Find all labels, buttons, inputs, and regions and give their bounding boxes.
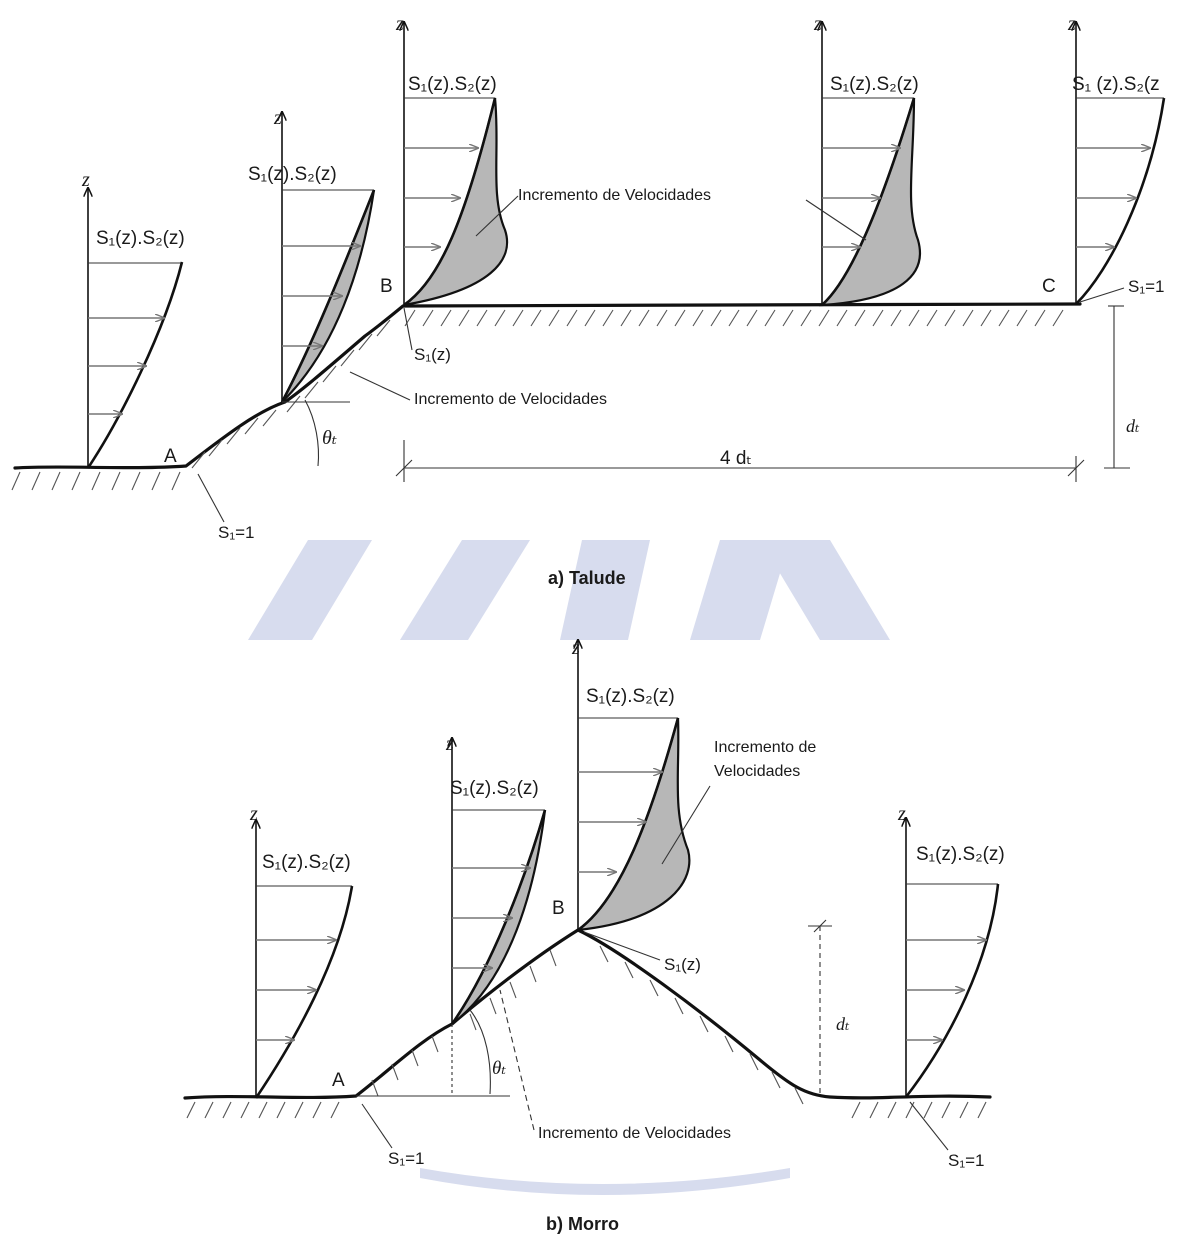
- watermark-logo: [248, 540, 890, 1195]
- profile-label: S₁(z).S₂(z): [916, 844, 1005, 865]
- profile-label: S₁(z).S₂(z): [96, 228, 185, 249]
- profile-label: S₁(z).S₂(z): [830, 74, 919, 95]
- velocity-increment-label-2: Velocidades: [714, 763, 800, 780]
- point-b-label: B: [552, 898, 565, 919]
- s1-equal-one-right: S₁=1: [948, 1151, 984, 1170]
- point-a-label: A: [332, 1070, 345, 1091]
- velocity-profile-a2: z S₁(z).S₂(z): [248, 107, 376, 403]
- velocity-increment-label-1: Incremento de: [714, 739, 816, 756]
- caption-a: a) Talude: [548, 568, 626, 588]
- z-axis-label: z: [395, 13, 404, 35]
- point-c-label: C: [1042, 276, 1056, 297]
- s1-equal-one-c: S₁=1: [1128, 277, 1164, 296]
- s1-equal-one-a: S₁=1: [388, 1149, 424, 1168]
- height-label: dₜ: [1126, 416, 1140, 436]
- section-b-morro: z S₁(z).S₂(z) z S₁(z).S₂(z) z: [183, 637, 1005, 1234]
- profile-label: S₁(z).S₂(z): [262, 852, 351, 873]
- z-axis-label: z: [445, 733, 454, 755]
- z-axis-label: z: [813, 13, 822, 35]
- distance-dimension-a: 4 dₜ: [395, 440, 1085, 482]
- z-axis-label: z: [81, 169, 90, 191]
- angle-theta-label: θₜ: [492, 1058, 506, 1079]
- velocity-profile-b3: z S₁(z).S₂(z): [571, 637, 691, 932]
- s1-equal-one-a: S₁=1: [218, 523, 254, 542]
- velocity-profile-a4: z S₁(z).S₂(z): [813, 13, 921, 307]
- terrain-line-a: [13, 302, 1082, 470]
- velocity-increment-label: Incremento de Velocidades: [538, 1125, 731, 1142]
- point-a-label: A: [164, 446, 177, 467]
- velocity-increment-label: Incremento de Velocidades: [518, 187, 711, 204]
- s1z-label: S₁(z): [414, 345, 451, 364]
- s1z-label: S₁(z): [664, 955, 701, 974]
- velocity-profile-b2: z S₁(z).S₂(z): [445, 733, 547, 1025]
- distance-label: 4 dₜ: [720, 448, 752, 469]
- ground-hatching-a: [11, 309, 1064, 491]
- ground-hatching-b: [186, 945, 987, 1119]
- velocity-profile-a3: z S₁(z).S₂(z): [395, 13, 509, 307]
- z-axis-label: z: [571, 637, 580, 659]
- z-axis-label: z: [249, 803, 258, 825]
- height-dimension-b: dₜ: [808, 919, 850, 1096]
- velocity-profile-b1: z S₁(z).S₂(z): [249, 803, 354, 1099]
- section-a-talude: z S₁(z).S₂(z) z S₁(z).S₂(z) z: [11, 13, 1166, 588]
- velocity-profile-b4: z S₁(z).S₂(z): [897, 803, 1005, 1098]
- z-axis-label: z: [273, 107, 282, 129]
- height-label: dₜ: [836, 1014, 850, 1034]
- profile-label: S₁(z).S₂(z): [450, 778, 539, 799]
- z-axis-label: z: [897, 803, 906, 825]
- profile-label: S₁(z).S₂(z): [248, 164, 337, 185]
- profile-label: S₁(z).S₂(z): [408, 74, 497, 95]
- profile-label: S₁(z).S₂(z): [586, 686, 675, 707]
- z-axis-label: z: [1067, 13, 1076, 35]
- point-b-label: B: [380, 276, 393, 297]
- angle-theta-label: θₜ: [322, 427, 337, 449]
- height-dimension-a: dₜ: [1104, 305, 1140, 469]
- velocity-increment-label-slope: Incremento de Velocidades: [414, 391, 607, 408]
- velocity-profile-a5: z S₁ (z).S₂(z: [1067, 13, 1166, 305]
- profile-label: S₁ (z).S₂(z: [1072, 74, 1160, 95]
- velocity-profile-a1: z S₁(z).S₂(z): [81, 169, 185, 469]
- caption-b: b) Morro: [546, 1214, 619, 1234]
